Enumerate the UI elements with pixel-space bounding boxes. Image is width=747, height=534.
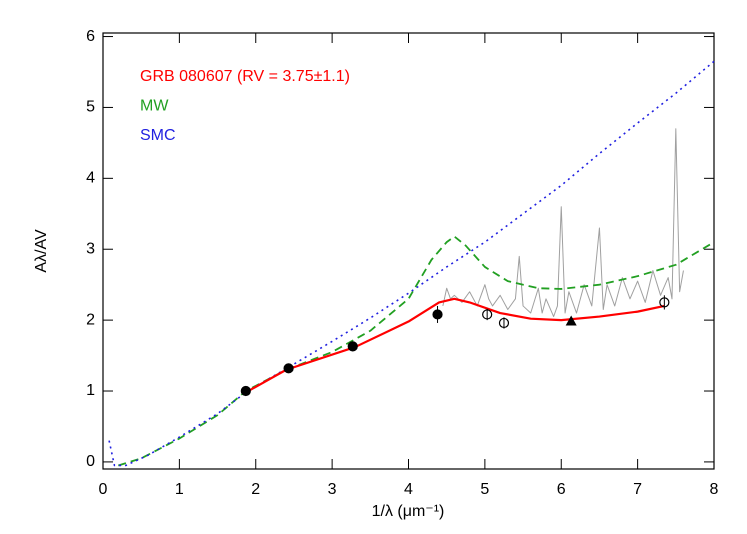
legend-entry: MW: [140, 98, 169, 115]
x-tick-label: 6: [557, 481, 566, 498]
x-tick-label: 1: [175, 481, 184, 498]
y-tick-label: 3: [86, 240, 95, 257]
series-line: [118, 235, 715, 467]
y-tick-label: 2: [86, 311, 95, 328]
y-tick-label: 0: [86, 453, 95, 470]
legend-entry: GRB 080607 (RV = 3.75±1.1): [140, 68, 350, 85]
y-tick-label: 4: [86, 170, 95, 187]
data-point: [283, 363, 294, 374]
data-point: [432, 309, 443, 320]
legend-entry: SMC: [140, 127, 176, 144]
y-tick-label: 1: [86, 382, 95, 399]
series-line: [108, 60, 715, 467]
x-tick-label: 5: [480, 481, 489, 498]
x-tick-label: 0: [99, 481, 108, 498]
data-point: [565, 315, 577, 326]
y-tick-label: 6: [86, 28, 95, 45]
x-tick-label: 8: [710, 481, 719, 498]
data-point: [240, 385, 251, 397]
x-tick-label: 4: [404, 481, 413, 498]
x-tick-label: 3: [328, 481, 337, 498]
series-line: [442, 128, 684, 318]
x-tick-label: 2: [251, 481, 260, 498]
data-point: [498, 317, 510, 329]
data-point: [482, 309, 493, 320]
series-line: [245, 297, 665, 394]
x-axis-label: 1/λ (μm⁻¹): [372, 503, 445, 520]
plot-frame: [102, 32, 715, 470]
x-tick-label: 7: [633, 481, 642, 498]
data-point: [347, 341, 358, 352]
y-tick-label: 5: [86, 99, 95, 116]
data-point: [659, 297, 670, 308]
y-axis-label: Aλ/AV: [33, 229, 50, 273]
